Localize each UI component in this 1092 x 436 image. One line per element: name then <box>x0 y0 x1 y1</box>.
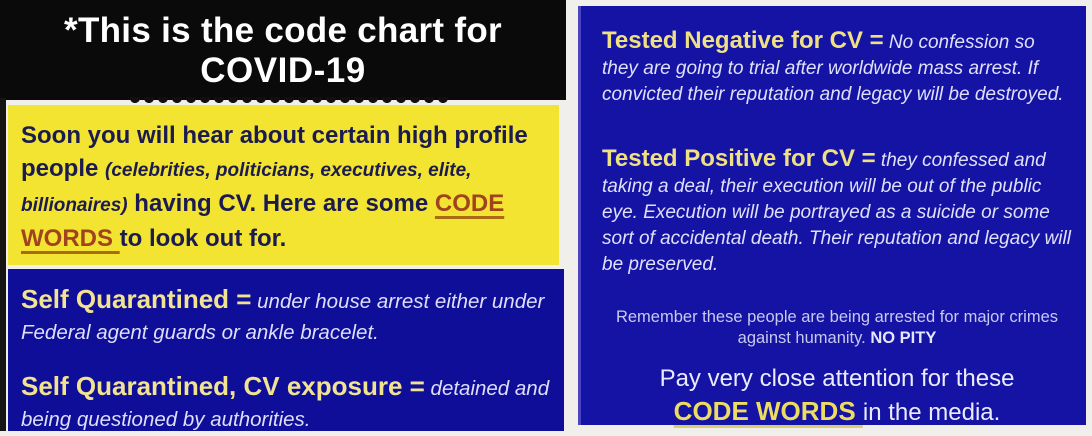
left-header-banner: *This is the code chart for COVID-19 <box>0 0 566 100</box>
obscured-watermark <box>128 97 450 108</box>
definition-tested-negative: No confession so they are going to trial… <box>602 32 1064 105</box>
intro-middle-text: having CV. Here are some <box>127 190 435 217</box>
closing-line1: Pay very close attention for these <box>659 365 1015 392</box>
definition-entry-tested-negative: Tested Negative for CV = No confession s… <box>602 28 1072 108</box>
term-cv-exposure: Self Quarantined, CV exposure = <box>21 371 425 401</box>
reminder-text: Remember these people are being arrested… <box>615 308 1059 347</box>
definition-self-quarantined: under house arrest either under Federal … <box>21 290 545 344</box>
term-self-quarantined: Self Quarantined = <box>21 284 252 314</box>
intro-parenthetical-text: (celebrities, politicians, executives, e… <box>21 160 472 216</box>
code-words-highlight-right: CODE WORDS <box>673 396 863 426</box>
right-definitions-panel: Tested Negative for CV = No confession s… <box>578 6 1086 426</box>
intro-tail-text: to look out for. <box>119 225 287 252</box>
definition-entry-tested-positive: Tested Positive for CV = they confessed … <box>602 146 1072 278</box>
closing-line2-text: in the media. <box>862 399 1001 426</box>
closing-line2: CODE WORDS in the media. <box>602 395 1072 429</box>
definition-entry-self-quarantined: Self Quarantined = under house arrest ei… <box>21 285 554 349</box>
definition-cv-exposure: detained and being questioned by authori… <box>21 377 550 431</box>
term-tested-negative: Tested Negative for CV = <box>602 27 884 54</box>
left-edge-shadow <box>0 98 6 431</box>
page-title-line2: COVID-19 <box>200 51 366 90</box>
definition-tested-positive: they confessed and taking a deal, their … <box>602 150 1071 275</box>
left-definitions-panel: Self Quarantined = under house arrest ei… <box>8 269 564 431</box>
intro-panel: Soon you will hear about certain high pr… <box>8 105 559 265</box>
intro-lead-text: Soon you will hear about certain high pr… <box>21 122 528 182</box>
term-tested-positive: Tested Positive for CV = <box>602 145 876 172</box>
reminder-note: Remember these people are being arrested… <box>602 307 1072 349</box>
code-words-highlight-left: CODE WORDS <box>21 190 505 252</box>
closing-callout: Pay very close attention for these CODE … <box>602 362 1072 429</box>
page-title-line1: *This is the code chart for <box>64 11 502 50</box>
definition-entry-cv-exposure: Self Quarantined, CV exposure = detained… <box>21 372 554 436</box>
no-pity-emphasis: NO PITY <box>870 329 937 347</box>
